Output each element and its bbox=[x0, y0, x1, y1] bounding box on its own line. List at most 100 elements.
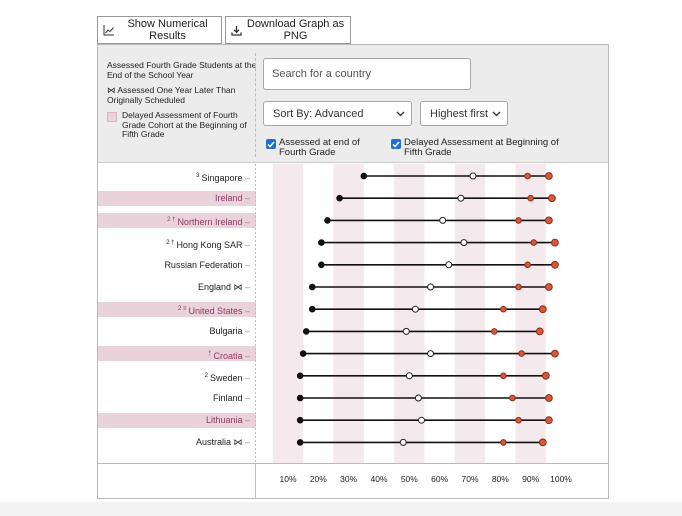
country-label[interactable]: Finland – bbox=[98, 392, 250, 404]
show-numerical-results-button[interactable]: Show Numerical Results bbox=[97, 16, 222, 44]
data-point[interactable] bbox=[548, 194, 556, 203]
order-value: Highest first bbox=[430, 107, 489, 120]
tick-dash: – bbox=[242, 415, 250, 426]
data-point[interactable] bbox=[544, 394, 553, 402]
data-point[interactable] bbox=[324, 217, 331, 224]
x-tick-label: 70% bbox=[461, 474, 479, 484]
data-point[interactable] bbox=[490, 328, 498, 335]
data-point[interactable] bbox=[405, 372, 413, 380]
country-label[interactable]: 2 † Northern Ireland – bbox=[98, 214, 250, 228]
country-footnote: 2 † bbox=[167, 217, 176, 224]
tick-dash: – bbox=[242, 239, 250, 250]
grid-stripe bbox=[272, 164, 304, 464]
data-point[interactable] bbox=[427, 283, 435, 291]
country-name: Northern Ireland bbox=[177, 217, 243, 228]
data-point[interactable] bbox=[515, 416, 522, 424]
line-chart-icon bbox=[103, 24, 115, 36]
data-point[interactable] bbox=[411, 305, 419, 313]
assessed-end-checkbox[interactable] bbox=[266, 139, 276, 149]
data-point[interactable] bbox=[544, 216, 553, 225]
sort-by-dropdown[interactable]: Sort By: Advanced bbox=[263, 101, 412, 126]
country-footnote: 2 bbox=[204, 372, 208, 379]
data-point[interactable] bbox=[296, 439, 304, 446]
data-point[interactable] bbox=[336, 194, 343, 202]
chevron-down-icon bbox=[492, 108, 501, 120]
order-dropdown[interactable]: Highest first bbox=[420, 101, 508, 126]
x-tick-label: 60% bbox=[431, 474, 449, 484]
country-name: Russian Federation bbox=[164, 259, 243, 270]
data-point[interactable] bbox=[460, 239, 468, 247]
data-point[interactable] bbox=[544, 172, 553, 180]
data-point[interactable] bbox=[445, 261, 453, 269]
data-point[interactable] bbox=[360, 172, 368, 180]
data-point[interactable] bbox=[318, 261, 325, 269]
country-label[interactable]: Ireland – bbox=[98, 192, 250, 204]
data-point[interactable] bbox=[457, 194, 465, 202]
data-point[interactable] bbox=[518, 350, 525, 357]
data-point[interactable] bbox=[515, 217, 522, 224]
assessed-end-checkbox-label: Assessed at end of Fourth Grade bbox=[279, 137, 360, 158]
data-point[interactable] bbox=[296, 416, 304, 424]
x-tick-label: 20% bbox=[309, 474, 327, 484]
country-label[interactable]: 2 ≡ United States – bbox=[98, 303, 250, 317]
country-label[interactable]: Bulgaria – bbox=[98, 325, 250, 337]
tick-dash: – bbox=[242, 372, 250, 383]
country-label[interactable]: † Croatia – bbox=[98, 348, 250, 362]
data-point[interactable] bbox=[527, 194, 534, 202]
data-point[interactable] bbox=[535, 327, 544, 336]
legend-swatch bbox=[107, 112, 117, 122]
controls-section: Assessed Fourth Grade Students at the En… bbox=[98, 45, 608, 163]
country-label[interactable]: 2 Sweden – bbox=[98, 370, 250, 384]
highlight-band bbox=[98, 301, 256, 317]
data-point[interactable] bbox=[469, 172, 477, 180]
country-footnote: † bbox=[208, 350, 212, 357]
data-point[interactable] bbox=[318, 239, 325, 246]
data-point[interactable] bbox=[551, 349, 559, 358]
data-point[interactable] bbox=[296, 372, 304, 380]
data-point[interactable] bbox=[414, 394, 422, 402]
download-graph-button[interactable]: Download Graph as PNG bbox=[225, 16, 351, 44]
data-point[interactable] bbox=[524, 261, 531, 269]
data-point[interactable] bbox=[500, 439, 507, 446]
data-point[interactable] bbox=[509, 394, 516, 402]
data-point[interactable] bbox=[538, 305, 547, 314]
country-label[interactable]: Russian Federation – bbox=[98, 259, 250, 271]
tick-dash: – bbox=[242, 306, 250, 317]
data-point[interactable] bbox=[439, 216, 447, 224]
country-label[interactable]: Lithuania – bbox=[98, 414, 250, 426]
data-point[interactable] bbox=[308, 283, 316, 291]
country-label[interactable]: England ⋈ – bbox=[98, 281, 250, 293]
data-point[interactable] bbox=[544, 283, 553, 291]
data-point[interactable] bbox=[541, 371, 550, 380]
country-name: United States bbox=[188, 306, 243, 317]
data-point[interactable] bbox=[538, 438, 547, 447]
data-point[interactable] bbox=[500, 305, 507, 313]
data-point[interactable] bbox=[551, 238, 559, 247]
data-point[interactable] bbox=[308, 305, 316, 313]
data-point[interactable] bbox=[544, 416, 553, 425]
country-label[interactable]: 2 † Hong Kong SAR – bbox=[98, 237, 250, 251]
highlight-band bbox=[98, 412, 256, 428]
data-point[interactable] bbox=[402, 327, 410, 335]
data-point[interactable] bbox=[296, 394, 304, 402]
data-point[interactable] bbox=[417, 416, 425, 424]
data-point[interactable] bbox=[551, 260, 559, 269]
data-point[interactable] bbox=[515, 283, 522, 291]
legend-one-year-later: ⋈ Assessed One Year Later Than Originall… bbox=[107, 85, 236, 105]
country-label[interactable]: Australia ⋈ – bbox=[98, 436, 250, 448]
data-point[interactable] bbox=[302, 328, 310, 335]
legend-delayed: Delayed Assessment of Fourth Grade Cohor… bbox=[107, 110, 257, 140]
country-search-input[interactable] bbox=[263, 58, 471, 90]
data-point[interactable] bbox=[500, 372, 507, 380]
data-point[interactable] bbox=[524, 172, 531, 180]
delayed-checkbox[interactable] bbox=[391, 139, 401, 149]
tick-dash: – bbox=[242, 326, 250, 337]
chart-area: 3 Singapore – Ireland –2 † Northern Ireland… bbox=[98, 164, 608, 498]
data-point[interactable] bbox=[530, 239, 538, 246]
tick-dash: – bbox=[242, 259, 250, 270]
country-label[interactable]: 3 Singapore – bbox=[98, 170, 250, 184]
data-point[interactable] bbox=[399, 438, 407, 446]
x-tick-label: 100% bbox=[550, 474, 572, 484]
data-point[interactable] bbox=[427, 350, 435, 358]
data-point[interactable] bbox=[299, 350, 307, 357]
